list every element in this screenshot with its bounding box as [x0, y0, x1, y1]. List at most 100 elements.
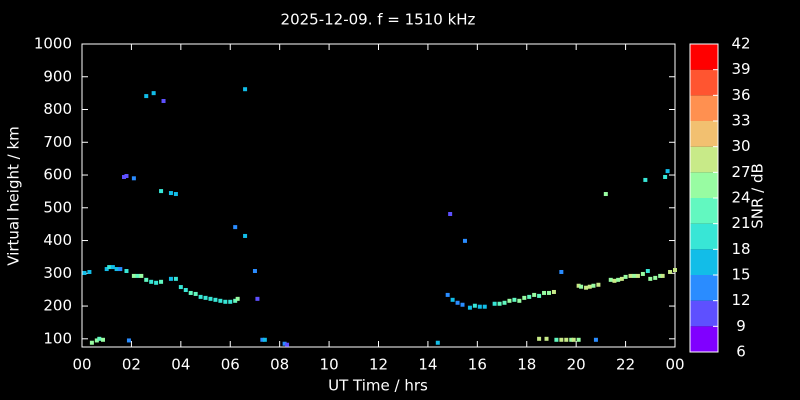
- colorbar-tick-label: 36: [731, 86, 750, 104]
- data-point: [512, 297, 517, 302]
- colorbar-segment: [690, 172, 718, 198]
- data-point: [178, 285, 183, 290]
- data-point: [660, 273, 665, 278]
- data-point: [643, 177, 648, 182]
- colorbar-segment: [690, 275, 718, 301]
- x-tick-label: 06: [221, 356, 240, 374]
- data-point: [448, 212, 453, 217]
- colorbar-tick-label: 39: [731, 60, 750, 78]
- y-tick-label: 200: [43, 297, 72, 315]
- data-point: [285, 342, 290, 347]
- data-point: [255, 296, 260, 301]
- x-tick-label: 10: [320, 356, 339, 374]
- data-point: [546, 290, 551, 295]
- data-point: [97, 336, 102, 341]
- data-point: [554, 337, 559, 342]
- data-point: [144, 277, 149, 282]
- y-tick-label: 1000: [34, 35, 72, 53]
- data-point: [131, 176, 136, 181]
- data-point: [497, 301, 502, 306]
- colorbar-tick-label: 33: [731, 112, 750, 130]
- data-point: [532, 292, 537, 297]
- data-point: [587, 284, 592, 289]
- colorbar-tick-label: 30: [731, 137, 750, 155]
- data-point: [159, 189, 164, 194]
- data-point: [218, 298, 223, 303]
- colorbar-segment: [690, 198, 718, 224]
- colorbar-segment: [690, 223, 718, 250]
- data-point: [640, 271, 645, 276]
- x-tick-label: 16: [468, 356, 487, 374]
- data-point: [89, 340, 94, 345]
- data-point: [124, 174, 129, 179]
- data-point: [198, 294, 203, 299]
- colorbar-tick-label: 21: [731, 214, 750, 232]
- data-point: [579, 284, 584, 289]
- colorbar-segment: [690, 249, 718, 275]
- data-point: [173, 192, 178, 197]
- data-point: [507, 298, 512, 303]
- data-point: [482, 304, 487, 309]
- data-point: [183, 288, 188, 293]
- colorbar-segment: [690, 326, 718, 352]
- data-point: [107, 265, 112, 270]
- x-tick-label: 18: [517, 356, 536, 374]
- data-point: [208, 296, 213, 301]
- data-point: [571, 337, 576, 342]
- data-point: [161, 98, 166, 103]
- data-point: [94, 338, 99, 343]
- data-point: [82, 270, 87, 275]
- data-point: [658, 273, 663, 278]
- data-point: [673, 268, 677, 273]
- data-point: [576, 337, 581, 342]
- data-point: [135, 273, 140, 278]
- data-point: [472, 303, 477, 308]
- data-point: [591, 283, 596, 288]
- data-point: [551, 289, 556, 294]
- data-point: [593, 337, 598, 342]
- data-point: [665, 169, 670, 174]
- colorbar-tick-label: 42: [731, 35, 750, 53]
- data-point: [87, 269, 92, 274]
- y-tick-label: 700: [43, 133, 72, 151]
- data-point: [608, 277, 613, 282]
- x-axis-label: UT Time / hrs: [328, 377, 428, 395]
- x-tick-label: 08: [270, 356, 289, 374]
- data-point: [544, 336, 549, 341]
- colorbar-segment: [690, 44, 718, 70]
- colorbar-segment: [690, 146, 718, 173]
- data-point: [645, 269, 650, 274]
- data-point: [467, 305, 472, 310]
- data-point: [450, 297, 455, 302]
- data-point: [139, 273, 144, 278]
- colorbar-tick-label: 12: [731, 291, 750, 309]
- colorbar-tick-label: 27: [731, 163, 750, 181]
- data-point: [445, 292, 450, 297]
- data-point: [584, 285, 589, 290]
- data-point: [203, 295, 208, 300]
- data-point: [542, 290, 547, 295]
- data-point: [663, 174, 668, 179]
- data-point: [628, 273, 633, 278]
- data-point: [648, 276, 653, 281]
- y-axis-label: Virtual height / km: [5, 126, 23, 265]
- data-point: [559, 337, 564, 342]
- data-point: [653, 275, 658, 280]
- x-tick-label: 14: [418, 356, 437, 374]
- colorbar-segment: [690, 300, 718, 327]
- data-point: [668, 269, 673, 274]
- data-point: [603, 192, 608, 197]
- colorbar-tick-label: 18: [731, 240, 750, 258]
- data-point: [228, 299, 233, 304]
- colorbar-tick-label: 15: [731, 266, 750, 284]
- data-point: [455, 300, 460, 305]
- data-point: [559, 269, 564, 274]
- y-tick-label: 400: [43, 231, 72, 249]
- colorbar-label: SNR / dB: [749, 163, 767, 229]
- x-tick-label: 04: [171, 356, 190, 374]
- x-tick-label: 12: [369, 356, 388, 374]
- x-tick-label: 00: [665, 356, 684, 374]
- colorbar-tick-label: 24: [731, 189, 750, 207]
- data-point: [517, 298, 522, 303]
